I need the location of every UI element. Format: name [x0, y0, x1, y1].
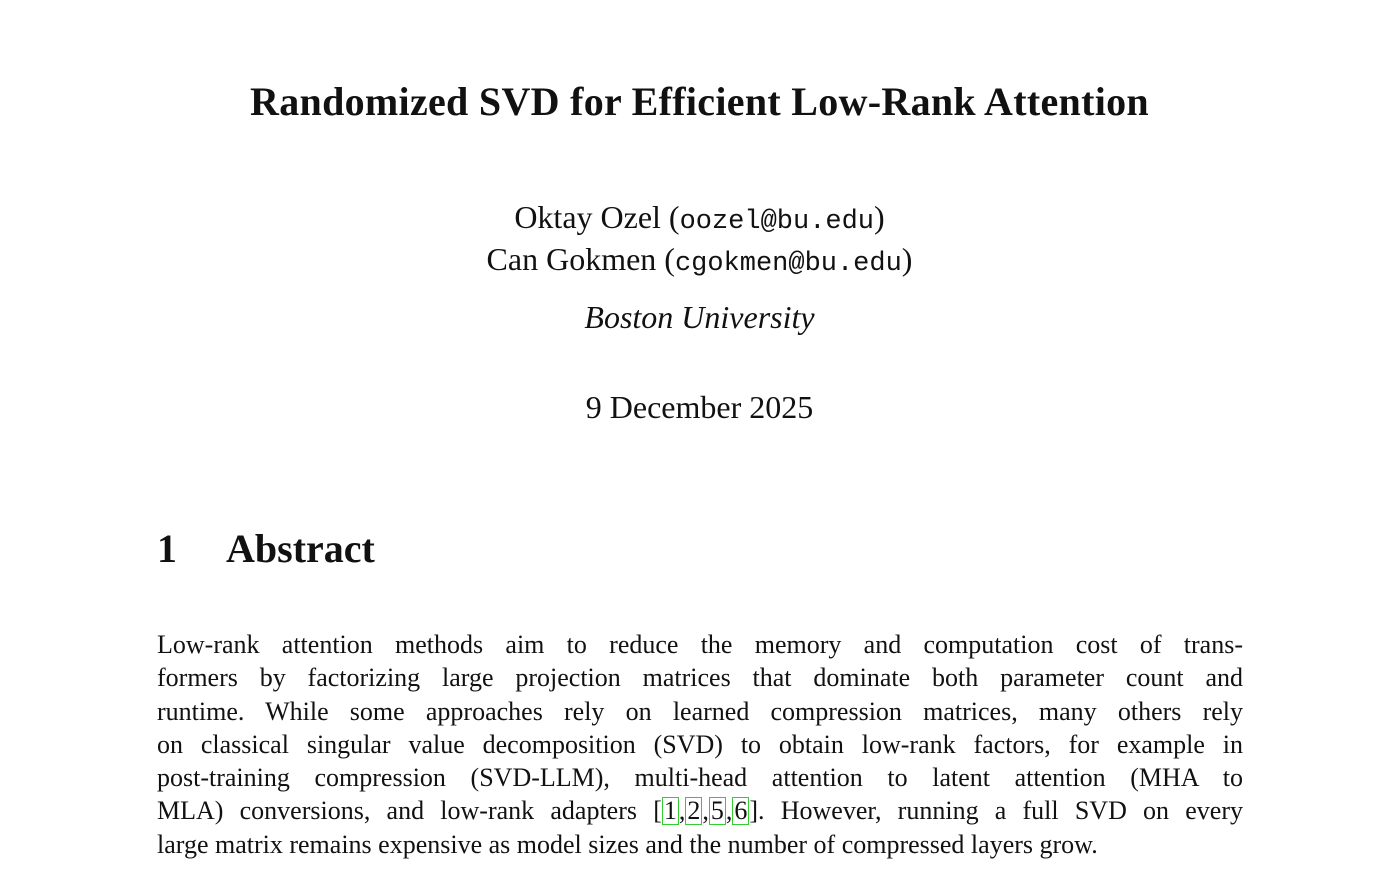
- abstract-line-6: MLA) conversions, and low-rank adapters …: [157, 796, 1244, 826]
- abstract-line-6-before: MLA) conversions, and low-rank adapters …: [157, 796, 662, 826]
- citation-link-2[interactable]: 2: [685, 796, 703, 826]
- section-number: 1: [157, 526, 177, 571]
- paper-title: Randomized SVD for Efficient Low-Rank At…: [250, 79, 1149, 124]
- author-1: Oktay Ozel (oozel@bu.edu): [514, 199, 885, 237]
- author-2-name: Can Gokmen: [486, 241, 657, 277]
- author-2-email[interactable]: cgokmen@bu.edu: [674, 249, 902, 279]
- abstract-line-1: Low-rank attention methods aim to reduce…: [157, 630, 1243, 659]
- citation-link-1[interactable]: 1: [661, 796, 679, 826]
- citation-link-5[interactable]: 5: [708, 796, 726, 826]
- abstract-line-4: on classical singular value decompositio…: [157, 729, 1243, 759]
- citation-link-6[interactable]: 6: [732, 796, 750, 826]
- abstract-line-3: runtime. While some approaches rely on l…: [157, 696, 1243, 726]
- abstract-line-2: formers by factorizing large projection …: [157, 663, 1243, 693]
- author-1-email[interactable]: oozel@bu.edu: [679, 207, 875, 237]
- abstract-body: Low-rank attention methods aim to reduce…: [157, 628, 1243, 861]
- abstract-line-6-after: ]. However, running a full SVD on every: [749, 796, 1244, 826]
- author-1-name: Oktay Ozel: [514, 199, 661, 235]
- section-heading-abstract: 1 Abstract: [157, 524, 375, 574]
- abstract-line-7: large matrix remains expensive as model …: [157, 829, 1098, 859]
- paper-date: 9 December 2025: [585, 389, 814, 425]
- section-title: Abstract: [226, 526, 375, 571]
- author-2: Can Gokmen (cgokmen@bu.edu): [486, 241, 913, 279]
- abstract-line-5: post-training compression (SVD-LLM), mul…: [157, 763, 1243, 793]
- affiliation: Boston University: [584, 299, 815, 335]
